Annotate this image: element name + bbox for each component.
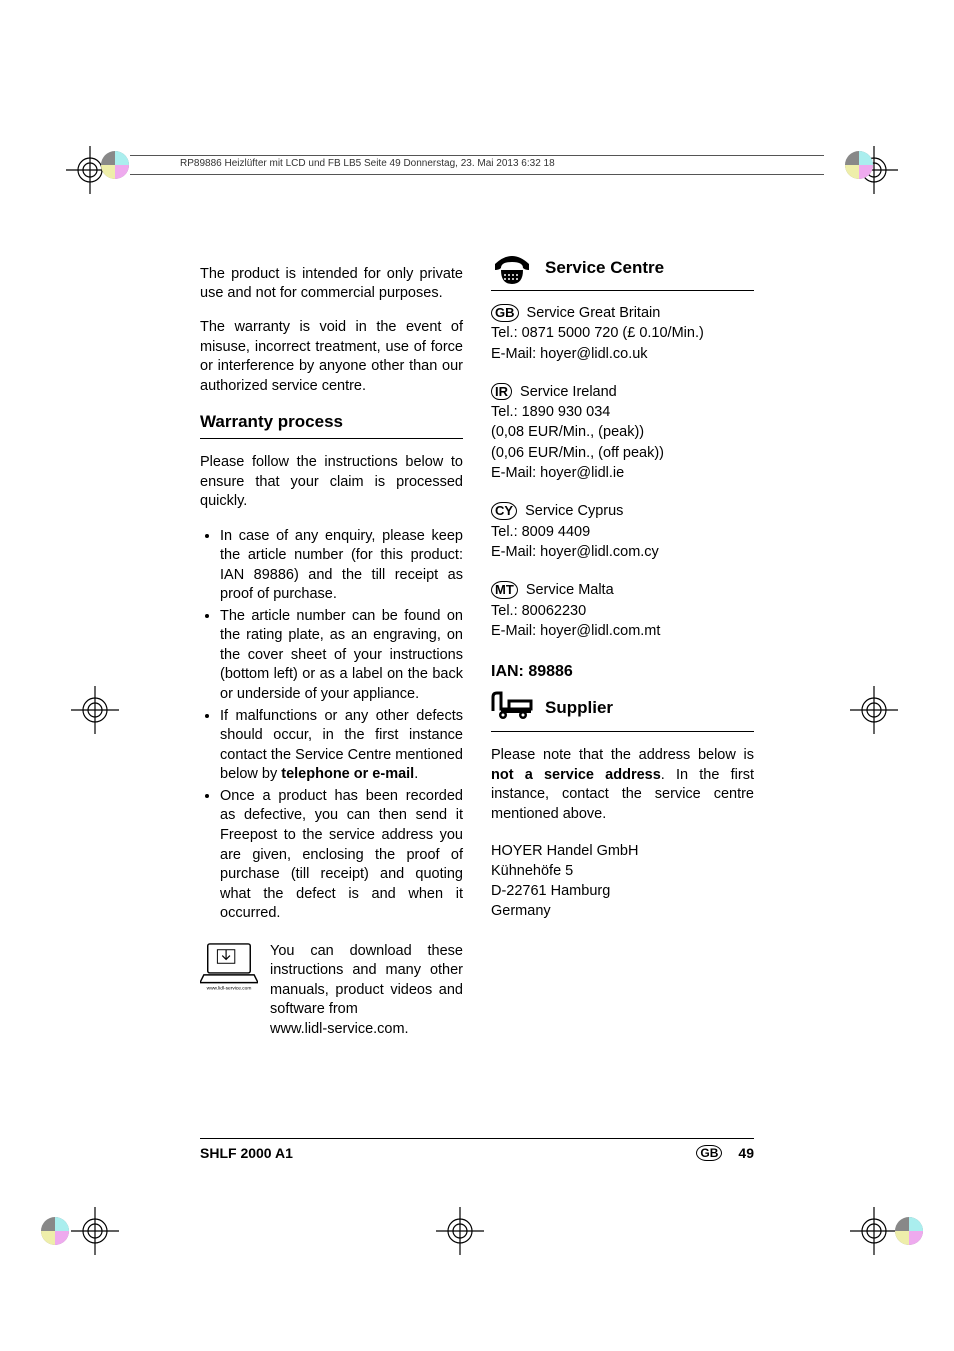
country-code-badge: IR xyxy=(491,383,512,401)
heading-rule xyxy=(491,731,754,732)
ian-number: IAN: 89886 xyxy=(491,661,754,683)
service-tel: Tel.: 80062230 xyxy=(491,603,586,619)
service-tel: Tel.: 8009 4409 xyxy=(491,524,590,540)
warranty-intro: Please follow the instructions below to … xyxy=(200,453,463,512)
left-column: The product is intended for only private… xyxy=(200,250,463,1151)
service-mt: MT Service Malta Tel.: 80062230 E-Mail: … xyxy=(491,580,754,641)
right-column: Service Centre GB Service Great Britain … xyxy=(491,250,754,1151)
reg-mark-icon xyxy=(844,680,904,740)
list-item: If malfunctions or any other defects sho… xyxy=(220,707,463,785)
footer-page-number: 49 xyxy=(738,1145,754,1161)
print-header-text: RP89886 Heizlüfter mit LCD und FB LB5 Se… xyxy=(180,158,555,169)
service-gb: GB Service Great Britain Tel.: 0871 5000… xyxy=(491,303,754,364)
service-centre-header: Service Centre xyxy=(491,250,754,286)
footer-model: SHLF 2000 A1 xyxy=(200,1145,293,1161)
service-rate: (0,06 EUR/Min., (off peak)) xyxy=(491,445,664,461)
supplier-header: Supplier xyxy=(491,691,754,727)
warranty-heading: Warranty process xyxy=(200,411,463,434)
supplier-heading: Supplier xyxy=(545,697,613,720)
print-header: RP89886 Heizlüfter mit LCD und FB LB5 Se… xyxy=(130,155,824,175)
service-name: Service Malta xyxy=(526,582,614,598)
service-email: E-Mail: hoyer@lidl.com.mt xyxy=(491,623,660,639)
supplier-note: Please note that the address below is no… xyxy=(491,746,754,824)
intro-paragraph: The product is intended for only private… xyxy=(200,265,463,304)
footer-lang-badge: GB xyxy=(696,1145,722,1161)
download-block: www.lidl-service.com You can download th… xyxy=(200,942,463,1040)
svg-text:www.lidl-service.com: www.lidl-service.com xyxy=(207,985,252,990)
service-email: E-Mail: hoyer@lidl.ie xyxy=(491,465,624,481)
country-code-badge: MT xyxy=(491,581,518,599)
heading-rule xyxy=(491,290,754,291)
country-code-badge: CY xyxy=(491,502,517,520)
service-name: Service Great Britain xyxy=(527,305,661,321)
heading-rule xyxy=(200,438,463,439)
reg-mark-icon xyxy=(65,680,125,740)
page-footer: SHLF 2000 A1 GB 49 xyxy=(200,1138,754,1161)
truck-icon xyxy=(491,691,533,727)
list-item: Once a product has been recorded as defe… xyxy=(220,787,463,924)
supplier-address: HOYER Handel GmbH Kühnehöfe 5 D-22761 Ha… xyxy=(491,841,754,922)
service-email: E-Mail: hoyer@lidl.co.uk xyxy=(491,346,648,362)
list-item: The article number can be found on the r… xyxy=(220,607,463,705)
reg-mark-icon xyxy=(430,1201,490,1261)
service-name: Service Ireland xyxy=(520,384,617,400)
reg-mark-icon xyxy=(65,1201,125,1261)
color-target-icon xyxy=(844,150,874,185)
service-centre-heading: Service Centre xyxy=(545,257,664,280)
service-ir: IR Service Ireland Tel.: 1890 930 034 (0… xyxy=(491,382,754,483)
color-target-icon xyxy=(100,150,130,185)
list-item: In case of any enquiry, please keep the … xyxy=(220,527,463,605)
laptop-download-icon: www.lidl-service.com xyxy=(200,942,258,997)
service-cy: CY Service Cyprus Tel.: 8009 4409 E-Mail… xyxy=(491,501,754,562)
country-code-badge: GB xyxy=(491,304,519,322)
phone-icon xyxy=(491,250,533,286)
service-tel: Tel.: 0871 5000 720 (£ 0.10/Min.) xyxy=(491,325,704,341)
service-tel: Tel.: 1890 930 034 xyxy=(491,404,610,420)
color-target-icon xyxy=(40,1216,70,1251)
service-email: E-Mail: hoyer@lidl.com.cy xyxy=(491,544,659,560)
service-rate: (0,08 EUR/Min., (peak)) xyxy=(491,424,644,440)
warranty-bullets: In case of any enquiry, please keep the … xyxy=(200,527,463,924)
color-target-icon xyxy=(894,1216,924,1251)
intro-paragraph: The warranty is void in the event of mis… xyxy=(200,318,463,396)
download-text: You can download these instructions and … xyxy=(270,942,463,1040)
service-name: Service Cyprus xyxy=(525,503,623,519)
